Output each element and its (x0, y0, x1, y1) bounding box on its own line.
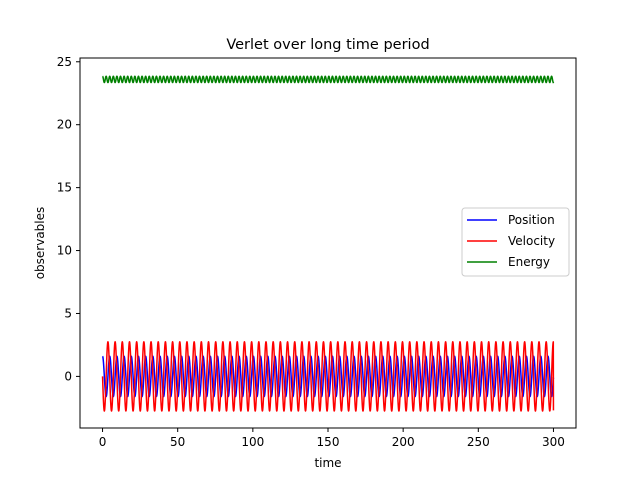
y-tick-label: 20 (57, 118, 72, 132)
x-tick-label: 100 (241, 435, 264, 449)
y-axis-ticks: 0 5 10 15 20 25 (57, 55, 80, 383)
y-tick-label: 10 (57, 244, 72, 258)
x-tick-label: 150 (317, 435, 340, 449)
legend-label-velocity: Velocity (508, 234, 555, 248)
chart-title: Verlet over long time period (226, 37, 429, 53)
legend-label-position: Position (508, 213, 555, 227)
x-tick-label: 0 (99, 435, 107, 449)
x-tick-label: 300 (542, 435, 565, 449)
legend: Position Velocity Energy (461, 207, 570, 277)
y-tick-label: 25 (57, 55, 72, 69)
y-axis-label: observables (33, 207, 47, 280)
y-tick-label: 15 (57, 181, 72, 195)
series-line-energy (101, 75, 555, 84)
series-layer (101, 75, 555, 412)
x-tick-label: 50 (170, 435, 185, 449)
x-axis-label: time (314, 456, 341, 470)
x-tick-label: 200 (392, 435, 415, 449)
legend-label-energy: Energy (508, 255, 550, 269)
x-tick-label: 250 (467, 435, 490, 449)
x-axis-ticks: 0 50 100 150 200 250 300 (99, 428, 565, 449)
y-tick-label: 5 (64, 306, 72, 320)
series-line-velocity (101, 341, 555, 412)
legend-box (461, 207, 570, 277)
y-tick-label: 0 (64, 369, 72, 383)
